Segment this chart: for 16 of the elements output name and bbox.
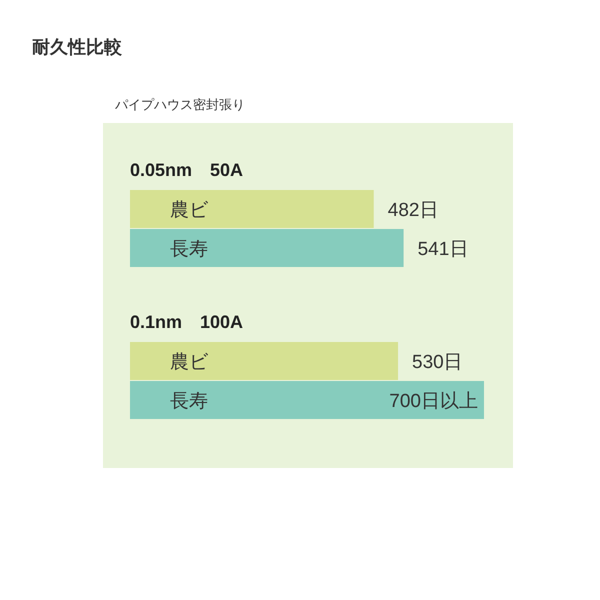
bar	[130, 190, 374, 228]
text: 農ビ	[170, 352, 208, 373]
data-label: 482日	[388, 200, 438, 221]
y-tick-label: 0.1nm 100A	[130, 312, 244, 332]
series-label: 農ビ	[170, 200, 209, 221]
data-label: 700日以上	[389, 391, 478, 412]
series-label: 長寿	[170, 239, 208, 260]
chart-subtitle: パイプハウス密封張り	[114, 97, 245, 112]
data-label: 530日	[412, 352, 463, 373]
bar	[130, 342, 398, 380]
bar	[130, 229, 404, 267]
chart-title: 耐久性比較	[32, 37, 123, 57]
text: 長寿	[170, 391, 208, 412]
y-tick-label: 0.05nm 50A	[130, 160, 244, 180]
bar	[130, 381, 484, 419]
data-label: 541日	[418, 239, 468, 260]
